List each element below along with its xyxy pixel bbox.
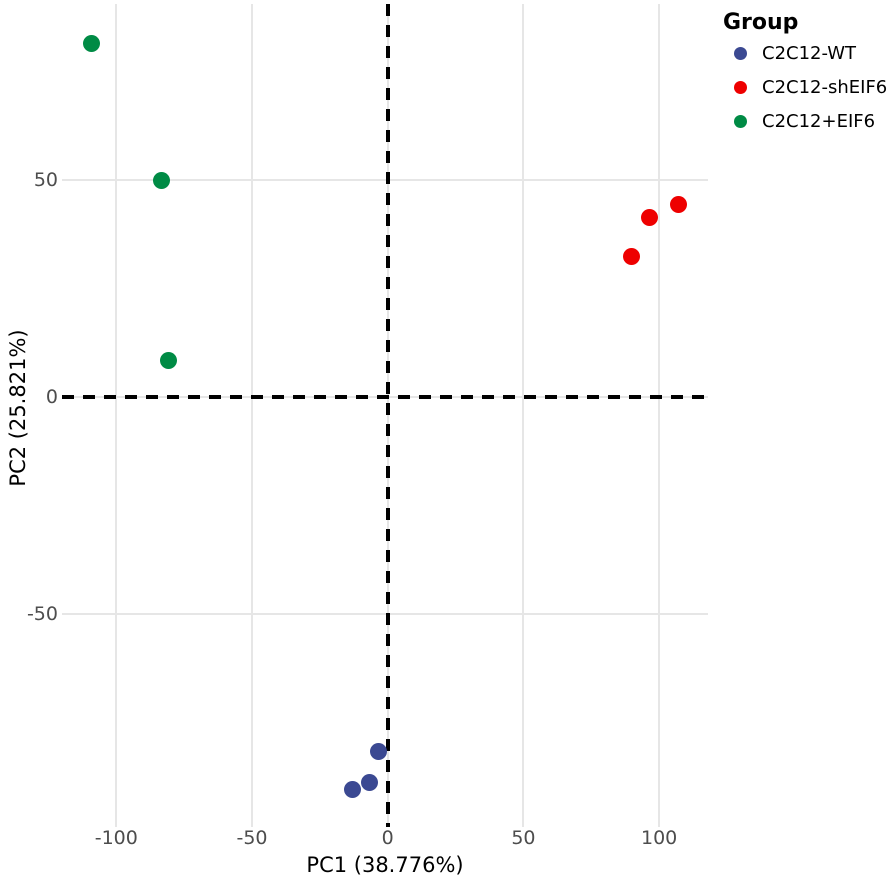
data-point-C2C12+EIF6 [83, 34, 101, 52]
gridline-x-50 [522, 4, 525, 827]
gridline-x-100 [658, 4, 661, 827]
data-point-C2C12-shEIF6 [641, 208, 659, 226]
data-point-C2C12-shEIF6 [623, 247, 641, 265]
legend-item-C2C12-shEIF6: C2C12-shEIF6 [723, 70, 887, 104]
legend-items: C2C12-WT C2C12-shEIF6 C2C12+EIF6 [723, 36, 887, 138]
x-tick-label-100: 100 [641, 827, 678, 849]
data-point-C2C12-WT [370, 742, 388, 760]
legend-item-C2C12+EIF6: C2C12+EIF6 [723, 104, 887, 138]
gridline-y-50 [62, 179, 708, 182]
legend-item-C2C12-WT: C2C12-WT [723, 36, 887, 70]
gridline-x--50 [251, 4, 253, 827]
gridline-x--100 [115, 4, 118, 827]
y-tick-label-50: 50 [33, 169, 58, 192]
zero-hline [62, 395, 708, 400]
y-tick-label-0: 0 [45, 386, 58, 409]
legend-swatch-icon [734, 114, 747, 128]
legend-label: C2C12+EIF6 [762, 110, 876, 132]
x-tick-label-0: 0 [381, 827, 394, 849]
data-point-C2C12-WT [344, 780, 362, 798]
data-point-C2C12-shEIF6 [670, 195, 688, 213]
x-tick-label-50: 50 [511, 827, 536, 849]
x-tick-label--100: -100 [94, 827, 138, 849]
legend-label: C2C12-shEIF6 [762, 76, 887, 98]
x-axis-title: PC1 (38.776%) [306, 853, 464, 877]
y-axis-title: PC2 (25.821%) [6, 329, 30, 487]
data-point-C2C12+EIF6 [160, 351, 178, 369]
legend-title: Group [723, 10, 799, 35]
y-tick-label--50: -50 [26, 603, 58, 626]
data-point-C2C12-WT [361, 773, 379, 791]
legend-swatch-icon [734, 46, 747, 60]
data-point-C2C12+EIF6 [153, 171, 171, 189]
zero-vline [385, 4, 390, 827]
plot-panel [62, 4, 708, 827]
legend: Group C2C12-WT C2C12-shEIF6 C2C12+EIF6 [723, 10, 887, 138]
x-tick-label--50: -50 [236, 827, 268, 849]
legend-swatch-icon [734, 80, 747, 94]
legend-label: C2C12-WT [762, 42, 857, 64]
gridline-y--50 [62, 613, 708, 616]
